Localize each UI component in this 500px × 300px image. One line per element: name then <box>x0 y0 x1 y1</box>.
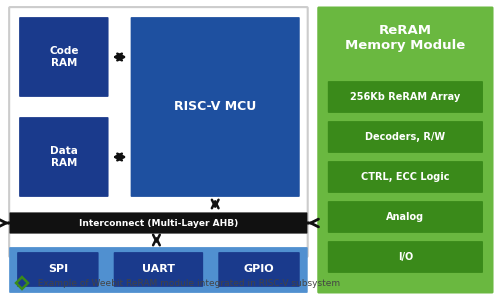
FancyBboxPatch shape <box>318 7 494 293</box>
Text: SPI: SPI <box>48 264 68 274</box>
Text: ReRAM
Memory Module: ReRAM Memory Module <box>346 24 466 52</box>
FancyBboxPatch shape <box>218 252 300 287</box>
FancyBboxPatch shape <box>9 247 308 293</box>
Text: Decoders, R/W: Decoders, R/W <box>366 132 446 142</box>
Text: Data
RAM: Data RAM <box>50 146 78 168</box>
Text: RISC-V MCU: RISC-V MCU <box>174 100 256 113</box>
Text: Interconnect (Multi-Layer AHB): Interconnect (Multi-Layer AHB) <box>79 218 238 227</box>
Text: Example of Weebit ReRAM module integrated in RISC-V subsystem: Example of Weebit ReRAM module integrate… <box>32 278 340 287</box>
FancyBboxPatch shape <box>9 7 308 257</box>
FancyBboxPatch shape <box>328 201 483 233</box>
FancyBboxPatch shape <box>19 17 108 97</box>
FancyBboxPatch shape <box>130 17 300 197</box>
Text: I/O: I/O <box>398 252 413 262</box>
FancyBboxPatch shape <box>328 161 483 193</box>
Text: GPIO: GPIO <box>244 264 274 274</box>
FancyBboxPatch shape <box>17 252 98 287</box>
Text: UART: UART <box>142 264 175 274</box>
Text: Code
RAM: Code RAM <box>49 46 78 68</box>
Text: 256Kb ReRAM Array: 256Kb ReRAM Array <box>350 92 461 102</box>
FancyBboxPatch shape <box>10 212 308 234</box>
FancyBboxPatch shape <box>328 81 483 113</box>
Text: Analog: Analog <box>386 212 424 222</box>
FancyBboxPatch shape <box>328 121 483 153</box>
Text: CTRL, ECC Logic: CTRL, ECC Logic <box>361 172 450 182</box>
FancyBboxPatch shape <box>328 241 483 273</box>
FancyBboxPatch shape <box>19 117 108 197</box>
FancyBboxPatch shape <box>114 252 203 287</box>
